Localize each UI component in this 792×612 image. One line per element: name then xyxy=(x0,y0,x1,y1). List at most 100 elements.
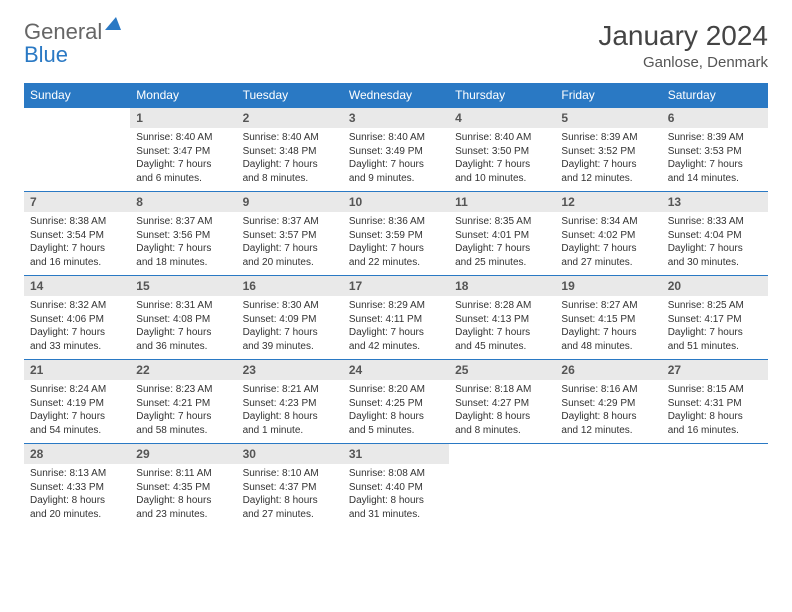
day-number: 25 xyxy=(449,360,555,380)
day-content: Sunrise: 8:38 AMSunset: 3:54 PMDaylight:… xyxy=(24,212,130,275)
day-cell: 6Sunrise: 8:39 AMSunset: 3:53 PMDaylight… xyxy=(662,108,768,192)
weekday-header: Sunday xyxy=(24,83,130,108)
day-content: Sunrise: 8:40 AMSunset: 3:49 PMDaylight:… xyxy=(343,128,449,191)
day-number: 9 xyxy=(237,192,343,212)
day-number: 5 xyxy=(555,108,661,128)
weekday-header: Friday xyxy=(555,83,661,108)
day-cell: 10Sunrise: 8:36 AMSunset: 3:59 PMDayligh… xyxy=(343,192,449,276)
location-label: Ganlose, Denmark xyxy=(598,54,768,71)
day-cell: 22Sunrise: 8:23 AMSunset: 4:21 PMDayligh… xyxy=(130,360,236,444)
day-cell: 12Sunrise: 8:34 AMSunset: 4:02 PMDayligh… xyxy=(555,192,661,276)
day-number: 18 xyxy=(449,276,555,296)
day-cell: 13Sunrise: 8:33 AMSunset: 4:04 PMDayligh… xyxy=(662,192,768,276)
day-number: 14 xyxy=(24,276,130,296)
day-number: 2 xyxy=(237,108,343,128)
day-number: 19 xyxy=(555,276,661,296)
day-cell: 27Sunrise: 8:15 AMSunset: 4:31 PMDayligh… xyxy=(662,360,768,444)
day-cell: 23Sunrise: 8:21 AMSunset: 4:23 PMDayligh… xyxy=(237,360,343,444)
day-cell: 17Sunrise: 8:29 AMSunset: 4:11 PMDayligh… xyxy=(343,276,449,360)
day-content: Sunrise: 8:30 AMSunset: 4:09 PMDaylight:… xyxy=(237,296,343,359)
day-number: 8 xyxy=(130,192,236,212)
calendar-row: 21Sunrise: 8:24 AMSunset: 4:19 PMDayligh… xyxy=(24,360,768,444)
day-number: 17 xyxy=(343,276,449,296)
day-number: 1 xyxy=(130,108,236,128)
day-content: Sunrise: 8:15 AMSunset: 4:31 PMDaylight:… xyxy=(662,380,768,443)
day-number: 13 xyxy=(662,192,768,212)
weekday-header: Monday xyxy=(130,83,236,108)
day-content: Sunrise: 8:18 AMSunset: 4:27 PMDaylight:… xyxy=(449,380,555,443)
day-content: Sunrise: 8:40 AMSunset: 3:48 PMDaylight:… xyxy=(237,128,343,191)
calendar-body: 1Sunrise: 8:40 AMSunset: 3:47 PMDaylight… xyxy=(24,108,768,528)
brand-part1: General xyxy=(24,19,102,44)
day-content: Sunrise: 8:13 AMSunset: 4:33 PMDaylight:… xyxy=(24,464,130,527)
month-title: January 2024 xyxy=(598,20,768,52)
day-content: Sunrise: 8:39 AMSunset: 3:53 PMDaylight:… xyxy=(662,128,768,191)
empty-cell xyxy=(449,444,555,528)
day-cell: 30Sunrise: 8:10 AMSunset: 4:37 PMDayligh… xyxy=(237,444,343,528)
day-cell: 14Sunrise: 8:32 AMSunset: 4:06 PMDayligh… xyxy=(24,276,130,360)
day-cell: 4Sunrise: 8:40 AMSunset: 3:50 PMDaylight… xyxy=(449,108,555,192)
day-cell: 18Sunrise: 8:28 AMSunset: 4:13 PMDayligh… xyxy=(449,276,555,360)
day-content: Sunrise: 8:34 AMSunset: 4:02 PMDaylight:… xyxy=(555,212,661,275)
day-content: Sunrise: 8:32 AMSunset: 4:06 PMDaylight:… xyxy=(24,296,130,359)
weekday-header: Thursday xyxy=(449,83,555,108)
calendar-row: 7Sunrise: 8:38 AMSunset: 3:54 PMDaylight… xyxy=(24,192,768,276)
weekday-header: Tuesday xyxy=(237,83,343,108)
day-number: 7 xyxy=(24,192,130,212)
day-number: 20 xyxy=(662,276,768,296)
day-cell: 26Sunrise: 8:16 AMSunset: 4:29 PMDayligh… xyxy=(555,360,661,444)
day-cell: 28Sunrise: 8:13 AMSunset: 4:33 PMDayligh… xyxy=(24,444,130,528)
day-content: Sunrise: 8:11 AMSunset: 4:35 PMDaylight:… xyxy=(130,464,236,527)
day-content: Sunrise: 8:31 AMSunset: 4:08 PMDaylight:… xyxy=(130,296,236,359)
day-cell: 25Sunrise: 8:18 AMSunset: 4:27 PMDayligh… xyxy=(449,360,555,444)
day-content: Sunrise: 8:25 AMSunset: 4:17 PMDaylight:… xyxy=(662,296,768,359)
day-content: Sunrise: 8:28 AMSunset: 4:13 PMDaylight:… xyxy=(449,296,555,359)
day-number: 28 xyxy=(24,444,130,464)
weekday-header: Wednesday xyxy=(343,83,449,108)
empty-cell xyxy=(555,444,661,528)
day-content: Sunrise: 8:29 AMSunset: 4:11 PMDaylight:… xyxy=(343,296,449,359)
day-number: 26 xyxy=(555,360,661,380)
day-content: Sunrise: 8:36 AMSunset: 3:59 PMDaylight:… xyxy=(343,212,449,275)
day-cell: 5Sunrise: 8:39 AMSunset: 3:52 PMDaylight… xyxy=(555,108,661,192)
day-content: Sunrise: 8:10 AMSunset: 4:37 PMDaylight:… xyxy=(237,464,343,527)
empty-cell xyxy=(24,108,130,192)
day-content: Sunrise: 8:24 AMSunset: 4:19 PMDaylight:… xyxy=(24,380,130,443)
day-content: Sunrise: 8:27 AMSunset: 4:15 PMDaylight:… xyxy=(555,296,661,359)
day-content: Sunrise: 8:20 AMSunset: 4:25 PMDaylight:… xyxy=(343,380,449,443)
day-cell: 1Sunrise: 8:40 AMSunset: 3:47 PMDaylight… xyxy=(130,108,236,192)
day-number: 31 xyxy=(343,444,449,464)
brand-part2: Blue xyxy=(24,42,68,67)
day-number: 24 xyxy=(343,360,449,380)
day-content: Sunrise: 8:35 AMSunset: 4:01 PMDaylight:… xyxy=(449,212,555,275)
day-cell: 31Sunrise: 8:08 AMSunset: 4:40 PMDayligh… xyxy=(343,444,449,528)
day-number: 23 xyxy=(237,360,343,380)
day-content: Sunrise: 8:33 AMSunset: 4:04 PMDaylight:… xyxy=(662,212,768,275)
day-cell: 15Sunrise: 8:31 AMSunset: 4:08 PMDayligh… xyxy=(130,276,236,360)
day-number: 29 xyxy=(130,444,236,464)
day-cell: 3Sunrise: 8:40 AMSunset: 3:49 PMDaylight… xyxy=(343,108,449,192)
day-content: Sunrise: 8:40 AMSunset: 3:47 PMDaylight:… xyxy=(130,128,236,191)
day-number: 12 xyxy=(555,192,661,212)
day-content: Sunrise: 8:39 AMSunset: 3:52 PMDaylight:… xyxy=(555,128,661,191)
calendar-table: Sunday Monday Tuesday Wednesday Thursday… xyxy=(24,83,768,527)
day-number: 22 xyxy=(130,360,236,380)
day-content: Sunrise: 8:08 AMSunset: 4:40 PMDaylight:… xyxy=(343,464,449,527)
day-content: Sunrise: 8:16 AMSunset: 4:29 PMDaylight:… xyxy=(555,380,661,443)
day-cell: 11Sunrise: 8:35 AMSunset: 4:01 PMDayligh… xyxy=(449,192,555,276)
empty-cell xyxy=(662,444,768,528)
calendar-row: 28Sunrise: 8:13 AMSunset: 4:33 PMDayligh… xyxy=(24,444,768,528)
weekday-header: Saturday xyxy=(662,83,768,108)
page-header: GeneralBlue January 2024 Ganlose, Denmar… xyxy=(24,20,768,71)
day-cell: 20Sunrise: 8:25 AMSunset: 4:17 PMDayligh… xyxy=(662,276,768,360)
weekday-header-row: Sunday Monday Tuesday Wednesday Thursday… xyxy=(24,83,768,108)
day-number: 11 xyxy=(449,192,555,212)
day-number: 15 xyxy=(130,276,236,296)
day-content: Sunrise: 8:21 AMSunset: 4:23 PMDaylight:… xyxy=(237,380,343,443)
day-number: 4 xyxy=(449,108,555,128)
day-content: Sunrise: 8:37 AMSunset: 3:57 PMDaylight:… xyxy=(237,212,343,275)
day-number: 27 xyxy=(662,360,768,380)
day-number: 10 xyxy=(343,192,449,212)
calendar-row: 14Sunrise: 8:32 AMSunset: 4:06 PMDayligh… xyxy=(24,276,768,360)
title-block: January 2024 Ganlose, Denmark xyxy=(598,20,768,71)
